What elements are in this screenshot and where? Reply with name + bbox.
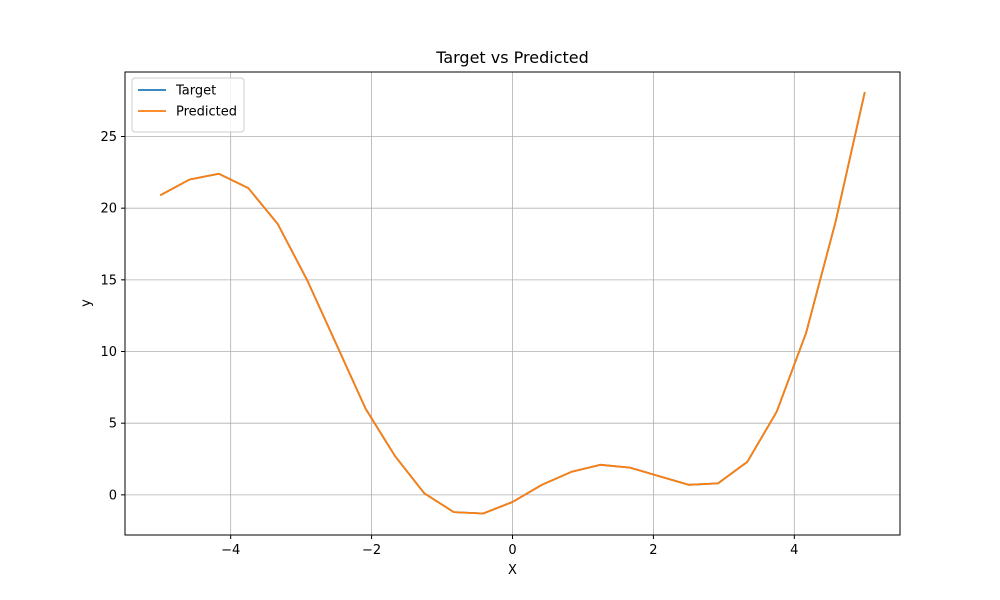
legend-label-predicted: Predicted	[176, 105, 237, 120]
y-axis-title: y	[79, 299, 94, 307]
y-tick-label: 20	[100, 202, 117, 217]
legend-box	[131, 77, 245, 133]
x-tick-label: −4	[221, 543, 240, 558]
x-tick-label: 4	[790, 543, 798, 558]
x-tick-label: 2	[649, 543, 657, 558]
x-axis-ticks: −4 −2 0 2 4	[221, 535, 798, 558]
y-tick-label: 25	[100, 130, 117, 145]
x-tick-label: −2	[362, 543, 381, 558]
series-line-predicted	[159, 91, 866, 515]
series-lines	[159, 91, 866, 515]
y-tick-label: 5	[109, 417, 117, 432]
y-tick-label: 10	[100, 345, 117, 360]
x-tick-label: 0	[508, 543, 516, 558]
chart-title: Target vs Predicted	[435, 48, 589, 67]
y-tick-label: 0	[109, 488, 117, 503]
x-axis-title: X	[508, 563, 517, 578]
y-tick-label: 15	[100, 273, 117, 288]
y-axis-ticks: 0 5 10 15 20 25	[100, 130, 125, 503]
legend-label-target: Target	[175, 84, 216, 99]
legend: Target Predicted	[131, 77, 245, 133]
